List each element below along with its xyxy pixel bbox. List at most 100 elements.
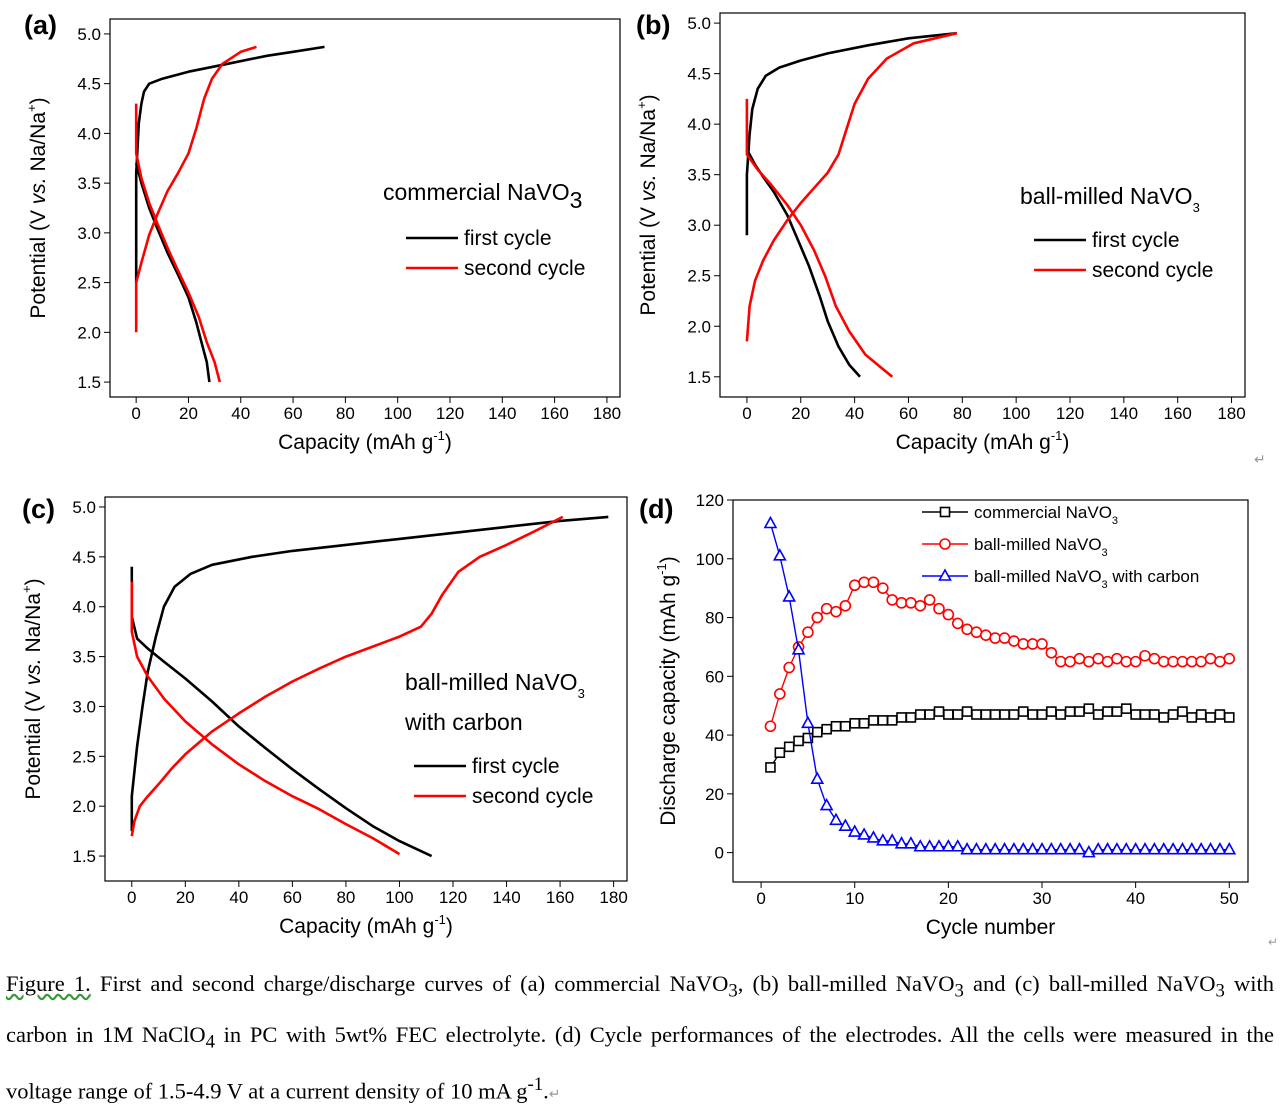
data-point-triangle [1091,842,1106,855]
x-tick-label: 0 [127,888,136,907]
data-point-circle [1101,655,1114,668]
data-point-square [858,718,870,729]
x-tick-label: 120 [1056,404,1084,423]
caption-label: Figure 1. [6,971,91,996]
series-line [130,515,609,832]
data-point-triangle [810,771,825,784]
chart-panel-b: (b) 0 20 40 60 80 100 120 140 160 180 1.5 2.0 2.5 3.0 3… [634,10,1246,454]
data-point-triangle [1035,842,1049,855]
data-point-circle [764,720,777,733]
data-point-triangle [978,842,993,855]
chart-panel-d: (d) 0 10 20 30 40 50 0 20 40 60 80 100 120 Cycle numbe… [639,491,1249,939]
data-point-square [802,732,814,744]
data-point-triangle [960,842,974,855]
data-point-square [924,709,935,720]
series-line [134,45,257,333]
data-point-square [1186,712,1198,723]
y-axis-label: Discharge capacity (mAh g-1) [654,556,680,826]
data-point-square [1149,709,1160,720]
data-point-square [905,712,917,723]
legend-label: second cycle [472,785,593,808]
data-point-triangle [932,839,946,852]
data-point-triangle [1044,842,1059,855]
data-point-square [1008,709,1020,720]
data-point-triangle [1166,842,1180,855]
x-tick-label: 160 [540,404,568,423]
data-point-circle [783,661,795,674]
legend-label: first cycle [472,755,560,778]
legend-marker [938,568,952,581]
y-tick-label: 4.0 [77,124,101,143]
data-point-circle [1167,655,1179,668]
y-tick-label: 60 [705,667,724,686]
legend-label: ball-milled NaVO3 with carbon [974,567,1199,591]
data-point-triangle [997,842,1012,855]
y-axis-label: Potential (V vs. Na/Na+) [24,97,50,318]
data-point-square [943,709,954,720]
data-point-square [811,726,823,738]
y-axis-label: Potential (V vs. Na/Na+) [634,94,660,315]
data-point-square [1083,703,1095,714]
data-point-triangle [1175,842,1190,855]
x-tick-label: 60 [283,888,302,907]
data-point-square [1195,709,1207,720]
data-point-circle [830,605,842,618]
legend-marker [939,538,951,550]
y-tick-label: 4.0 [687,115,711,134]
data-point-square [999,709,1010,720]
figure-caption: Figure 1. First and second charge/discha… [6,962,1274,1117]
y-tick-label: 4.5 [72,548,96,567]
legend-label: commercial NaVO3 [974,503,1118,527]
x-tick-label: 40 [231,404,250,423]
y-tick-label: 4.0 [72,598,96,617]
caption-subscript: 3 [1215,980,1225,1002]
x-tick-label: 120 [436,404,464,423]
data-point-circle [1214,655,1226,668]
data-point-square [793,735,804,747]
plot-frame [732,499,1249,883]
data-point-triangle [1184,842,1199,855]
figure-canvas: (a)0 20 40 60 80 100 120 140 160 1801.52.02.53.03… [19,10,1278,949]
data-point-square [1092,709,1104,720]
data-point-circle [1195,655,1207,668]
data-point-circle [811,611,824,624]
data-point-square [1064,706,1076,717]
y-tick-label: 3.0 [72,697,96,716]
paragraph-mark-icon: ↵ [1254,451,1266,467]
x-tick-label: 80 [336,888,355,907]
data-point-circle [1129,655,1142,668]
data-point-triangle [1053,842,1068,855]
y-tick-label: 5.0 [77,25,101,44]
data-point-circle [1054,655,1067,668]
series-line [130,566,433,858]
data-point-square [783,741,795,753]
data-point-circle [961,623,973,636]
y-tick-label: 20 [705,785,724,804]
data-point-circle [1157,655,1170,668]
caption-subscript: 3 [954,980,964,1002]
series-line [745,148,861,378]
chart-panel-c: (c) 0 20 40 60 80 100 120 140 160 180 1.5 2.0 2.5 3.0 3… [19,494,628,938]
caption-text: , (b) ball-milled NaVO [737,971,955,996]
data-point-triangle [1110,842,1124,855]
data-point-triangle [801,715,815,729]
data-point-circle [942,608,955,621]
data-point-circle [951,617,964,630]
y-tick-label: 1.5 [72,847,96,866]
data-point-circle [1204,652,1217,665]
data-point-square [1139,709,1151,720]
data-point-circle [820,602,833,615]
x-tick-label: 80 [953,404,972,423]
panel-label: (b) [636,10,670,40]
data-point-square [868,715,879,726]
data-point-circle [1120,655,1133,668]
data-point-square [1074,706,1085,717]
data-point-circle [1176,655,1189,668]
data-point-square [1055,709,1067,720]
paragraph-mark-icon: ↵ [548,1087,561,1103]
data-point-square [886,715,898,726]
data-point-circle [839,599,852,612]
legend-label: first cycle [1092,229,1180,252]
y-tick-label: 3.5 [687,166,711,185]
x-tick-label: 160 [1164,404,1192,423]
